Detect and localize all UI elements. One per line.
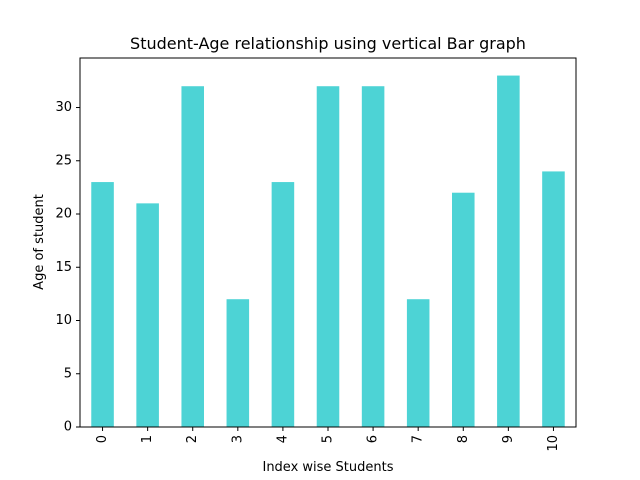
- x-tick-label: 2: [185, 435, 200, 443]
- y-tick-label: 0: [64, 420, 72, 435]
- bar-8: [452, 192, 475, 427]
- bar-0: [91, 182, 114, 427]
- bar-2: [181, 86, 204, 427]
- x-tick-label: 8: [456, 435, 471, 443]
- bar-4: [271, 182, 295, 427]
- y-tick-label: 25: [55, 153, 72, 168]
- y-tick-label: 15: [55, 260, 72, 275]
- plot-frame: [79, 57, 577, 428]
- x-tick-label: 3: [230, 435, 245, 443]
- ticks-layer: 0 1 2 3 4 5 6 7 8 9 10 0 5 10 15 20 25 30: [55, 100, 560, 452]
- bar-3: [226, 299, 250, 427]
- y-tick-label: 20: [55, 207, 72, 222]
- bar-9: [497, 75, 520, 427]
- y-tick-label: 5: [64, 366, 72, 381]
- x-axis-label: Index wise Students: [262, 460, 393, 475]
- y-tick-label: 10: [55, 313, 72, 328]
- x-tick-label: 5: [321, 435, 336, 443]
- x-tick-label: 7: [411, 435, 426, 443]
- bars-layer: [91, 75, 565, 427]
- x-tick-label: 6: [366, 435, 381, 443]
- bar-6: [361, 86, 385, 427]
- x-tick-label: 10: [546, 435, 561, 452]
- y-axis-label: Age of student: [32, 194, 47, 290]
- bar-5: [316, 86, 340, 427]
- bar-7: [406, 299, 430, 427]
- x-tick-label: 4: [275, 435, 290, 443]
- bar-1: [136, 203, 159, 427]
- x-tick-label: 9: [501, 435, 516, 443]
- chart-title: Student-Age relationship using vertical …: [130, 34, 526, 53]
- y-tick-label: 30: [55, 100, 72, 115]
- x-tick-label: 0: [95, 435, 110, 443]
- bar-10: [542, 171, 565, 427]
- x-tick-label: 1: [140, 435, 155, 443]
